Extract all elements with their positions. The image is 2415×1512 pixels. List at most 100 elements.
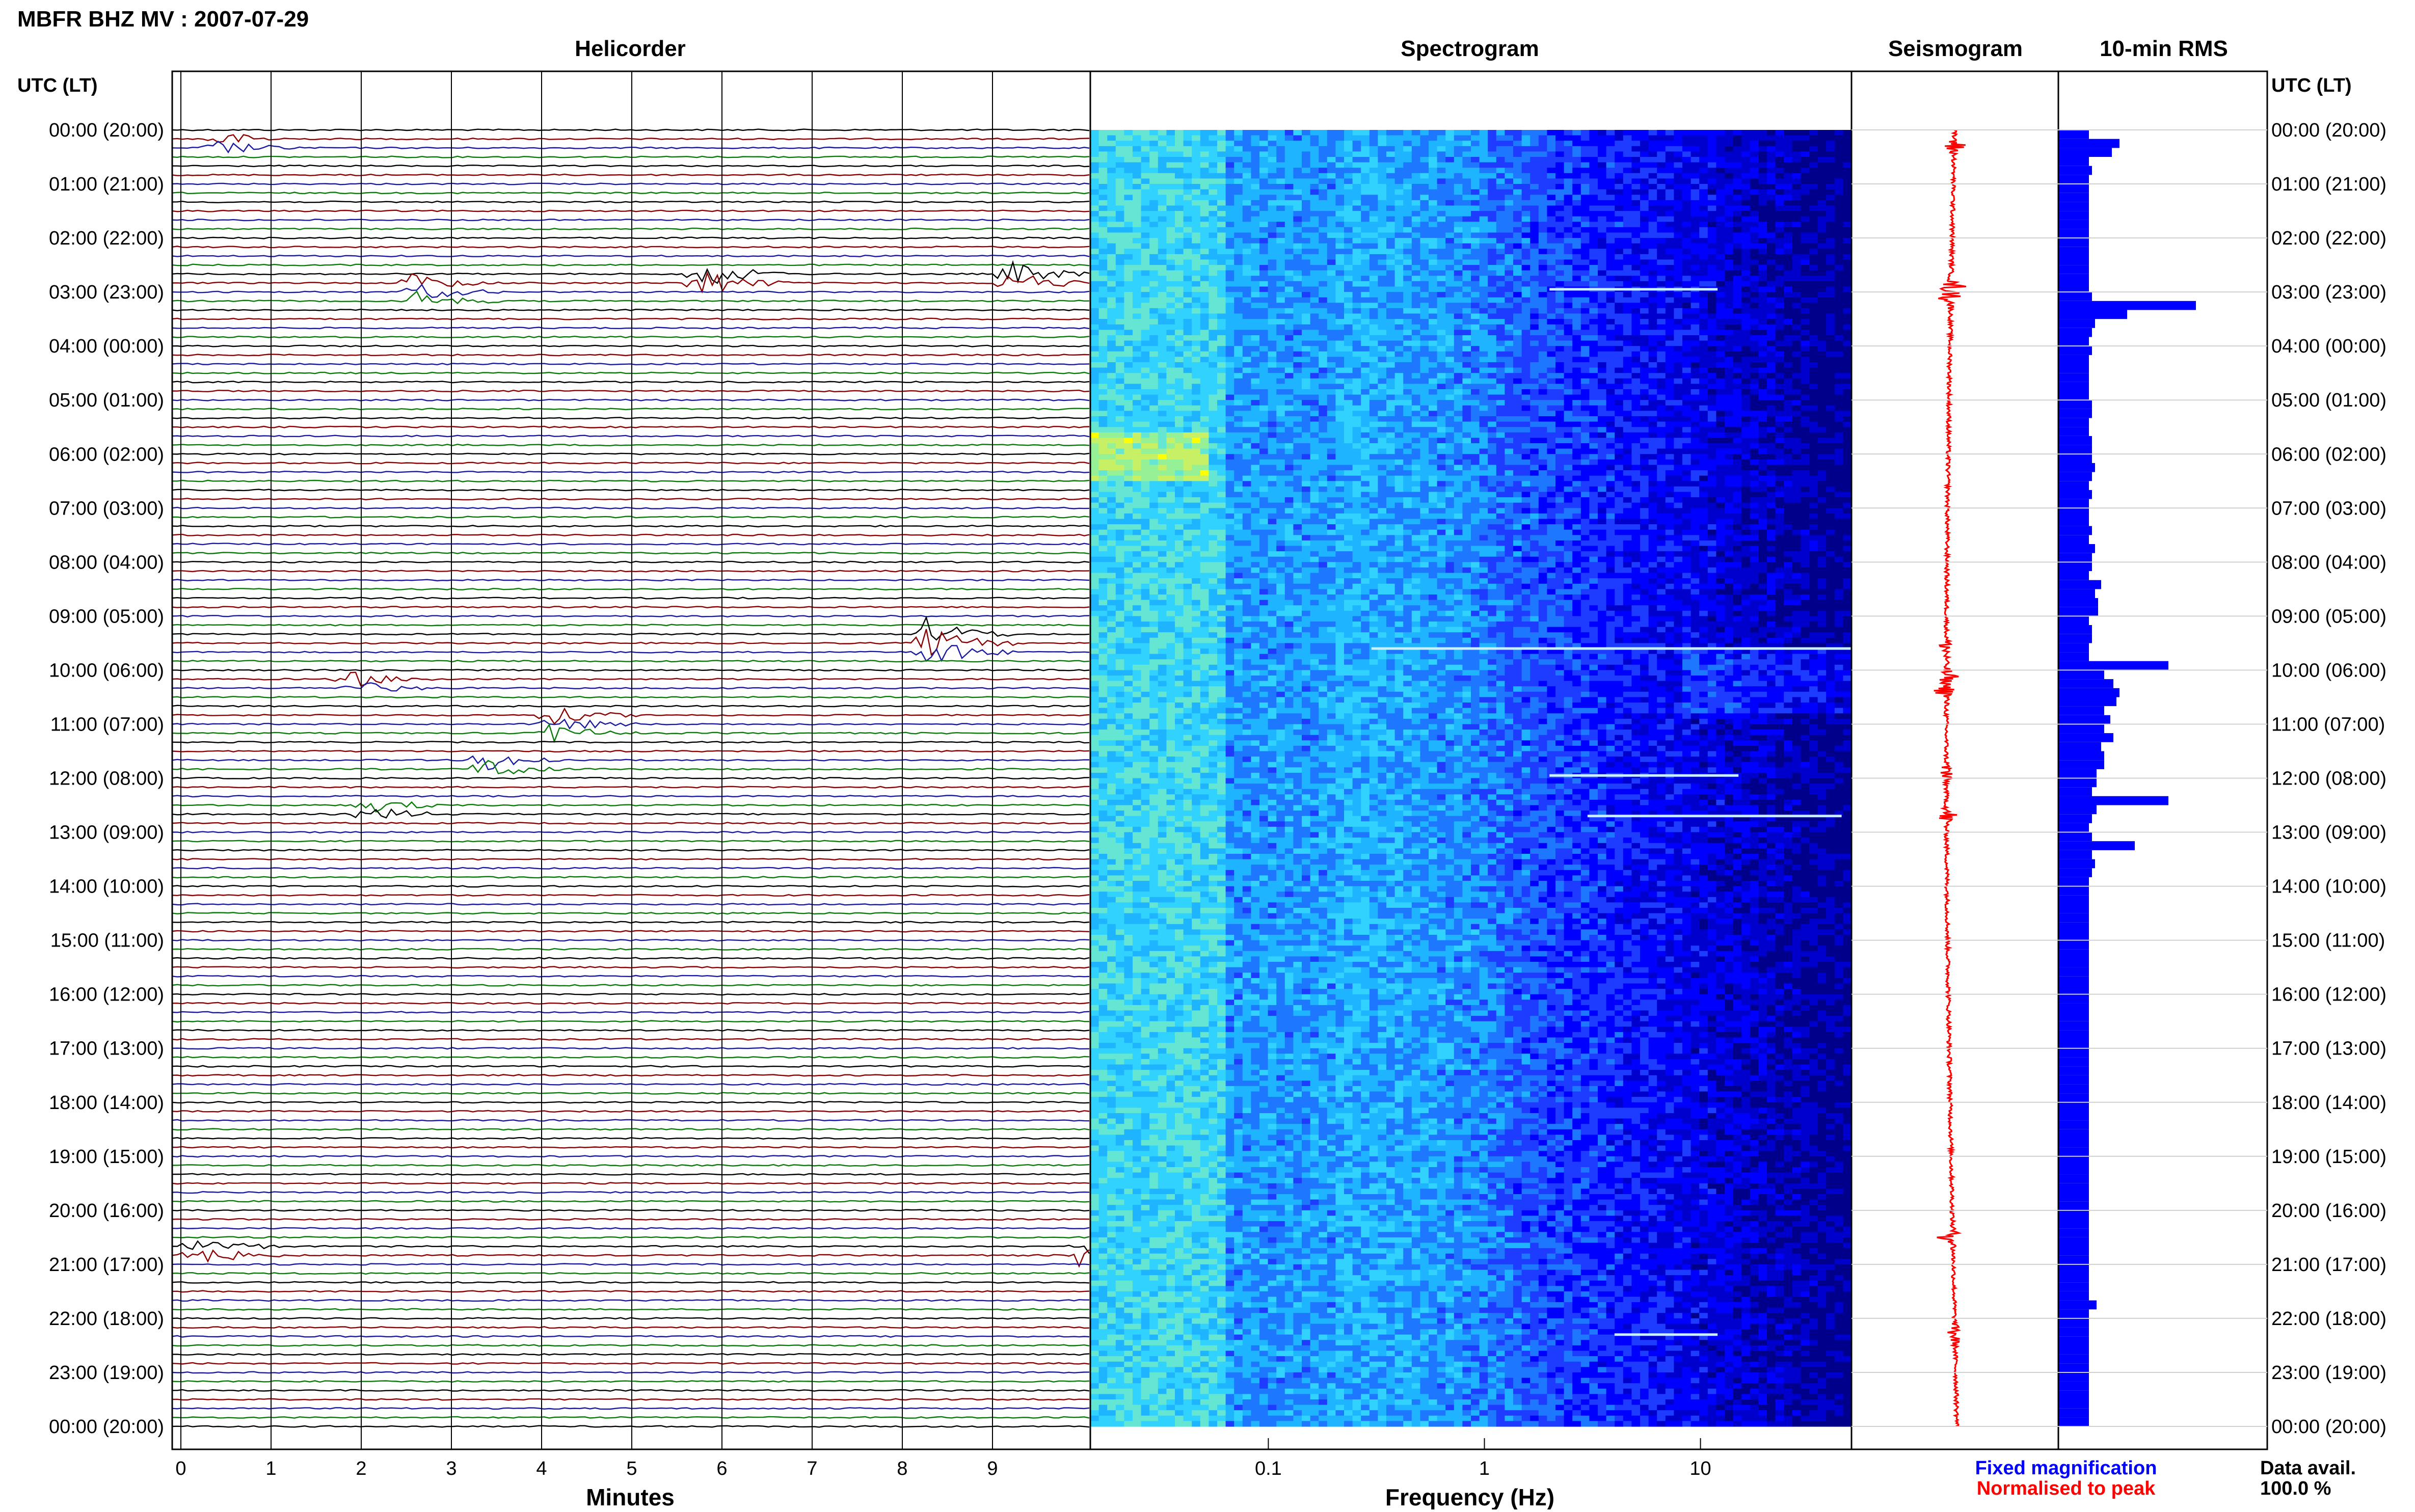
helicorder-trace — [172, 606, 1089, 608]
spectrogram-cell — [1116, 330, 1124, 335]
spectrogram-cell — [1090, 1372, 1099, 1378]
spectrogram-cell — [1107, 368, 1116, 373]
spectrogram-cell — [1090, 703, 1099, 708]
spectrogram-cell — [1099, 827, 1108, 832]
helicorder-trace — [172, 787, 1089, 788]
spectrogram-cell — [1124, 659, 1133, 665]
spectrogram-cell — [1099, 384, 1108, 389]
spectrogram-cell — [1116, 1205, 1124, 1210]
spectrogram-cell — [1124, 433, 1133, 438]
spectrogram-cell — [1099, 1297, 1108, 1303]
spectrogram-cell — [1124, 411, 1133, 416]
spectrogram-cell — [1116, 1102, 1124, 1108]
spectrogram-plot — [1090, 71, 1852, 1449]
spectrogram-cell — [1090, 994, 1099, 1000]
spectrogram-cell — [1107, 1021, 1116, 1027]
spectrogram-cell — [1116, 767, 1124, 773]
spectrogram-cell — [1090, 1405, 1099, 1411]
spectrogram-cell — [1124, 454, 1133, 460]
spectrogram-cell — [1107, 411, 1116, 416]
spectrogram-cell — [1107, 476, 1116, 481]
spectrogram-cell — [1090, 627, 1099, 633]
spectrogram-cell — [1090, 492, 1099, 498]
spectrogram-cell — [1090, 1264, 1099, 1270]
spectrogram-cell — [1107, 1389, 1116, 1394]
spectrogram-cell — [1099, 1318, 1108, 1324]
spectrogram-cell — [1090, 713, 1099, 719]
spectrogram-cell — [1116, 470, 1124, 476]
spectrogram-cell — [1099, 670, 1108, 676]
spectrogram-cell — [1107, 1065, 1116, 1070]
spectrogram-cell — [1099, 676, 1108, 681]
spectrogram-cell — [1090, 1054, 1099, 1059]
spectrogram-cell — [1107, 1129, 1116, 1135]
spectrogram-cell — [1116, 1065, 1124, 1070]
spectrogram-cell — [1116, 276, 1124, 281]
spectrogram-cell — [1107, 1416, 1116, 1421]
spectrogram-cell — [1107, 1156, 1116, 1162]
helicorder-trace — [172, 809, 1089, 818]
spectrogram-cell — [1107, 800, 1116, 805]
spectrogram-cell — [1116, 1054, 1124, 1059]
spectrogram-cell — [1107, 465, 1116, 471]
spectrogram-cell — [1124, 854, 1133, 859]
spectrogram-cell — [1124, 838, 1133, 843]
spectrogram-cell — [1099, 1005, 1108, 1011]
spectrogram-cell — [1116, 632, 1124, 638]
spectrogram-cell — [1099, 1416, 1108, 1421]
spectrogram-cell — [1116, 249, 1124, 254]
spectrogram-cell — [1099, 854, 1108, 859]
spectrogram-cell — [1099, 487, 1108, 492]
spectrogram-cell — [1107, 1399, 1116, 1405]
spectrogram-cell — [1116, 438, 1124, 443]
spectrogram-cell — [1107, 1189, 1116, 1194]
spectrogram-cell — [1116, 465, 1124, 471]
spectrogram-cell — [1090, 740, 1099, 746]
spectrogram-cell — [1124, 724, 1133, 730]
spectrogram-cell — [1116, 352, 1124, 357]
spectrogram-cell — [1124, 913, 1133, 919]
spectrogram-cell — [1116, 1297, 1124, 1303]
spectrogram-cell — [1090, 622, 1099, 627]
helicorder-trace — [172, 949, 1089, 950]
spectrogram-cell — [1124, 319, 1133, 325]
helicorder-trace — [172, 1300, 1089, 1301]
spectrogram-cell — [1107, 773, 1116, 778]
spectrogram-cell — [1107, 1070, 1116, 1075]
spectrogram-cell — [1124, 211, 1133, 217]
spectrogram-cell — [1099, 541, 1108, 546]
spectrogram-cell — [1107, 1254, 1116, 1259]
spectrogram-cell — [1107, 195, 1116, 200]
spectrogram-cell — [1090, 659, 1099, 665]
spectrogram-cell — [1116, 416, 1124, 422]
spectrogram-cell — [1090, 465, 1099, 471]
spectrogram-cell — [1099, 902, 1108, 908]
spectrogram-cell — [1090, 1011, 1099, 1016]
spectrogram-cell — [1116, 784, 1124, 789]
spectrogram-cell — [1107, 357, 1116, 362]
spectrogram-cell — [1099, 622, 1108, 627]
spectrogram-cell — [1099, 1286, 1108, 1291]
spectrogram-cell — [1116, 724, 1124, 730]
spectrogram-cell — [1116, 773, 1124, 778]
spectrogram-cell — [1116, 919, 1124, 924]
spectrogram-cell — [1116, 703, 1124, 708]
helicorder-trace — [172, 1138, 1089, 1139]
spectrogram-cell — [1124, 514, 1133, 519]
spectrogram-cell — [1099, 632, 1108, 638]
spectrogram-cell — [1107, 1232, 1116, 1237]
spectrogram-cell — [1116, 346, 1124, 352]
spectrogram-cell — [1107, 1173, 1116, 1178]
spectrogram-cell — [1090, 1270, 1099, 1276]
spectrogram-cell — [1116, 395, 1124, 400]
spectrogram-cell — [1107, 762, 1116, 768]
spectrogram-cell — [1124, 130, 1133, 136]
spectrogram-cell — [1116, 546, 1124, 552]
spectrogram-cell — [1124, 546, 1133, 552]
helicorder-trace — [172, 345, 1089, 347]
spectrogram-cell — [1099, 151, 1108, 157]
spectrogram-cell — [1124, 406, 1133, 411]
spectrogram-cell — [1124, 611, 1133, 616]
spectrogram-cell — [1099, 778, 1108, 784]
spectrogram-cell — [1099, 984, 1108, 989]
